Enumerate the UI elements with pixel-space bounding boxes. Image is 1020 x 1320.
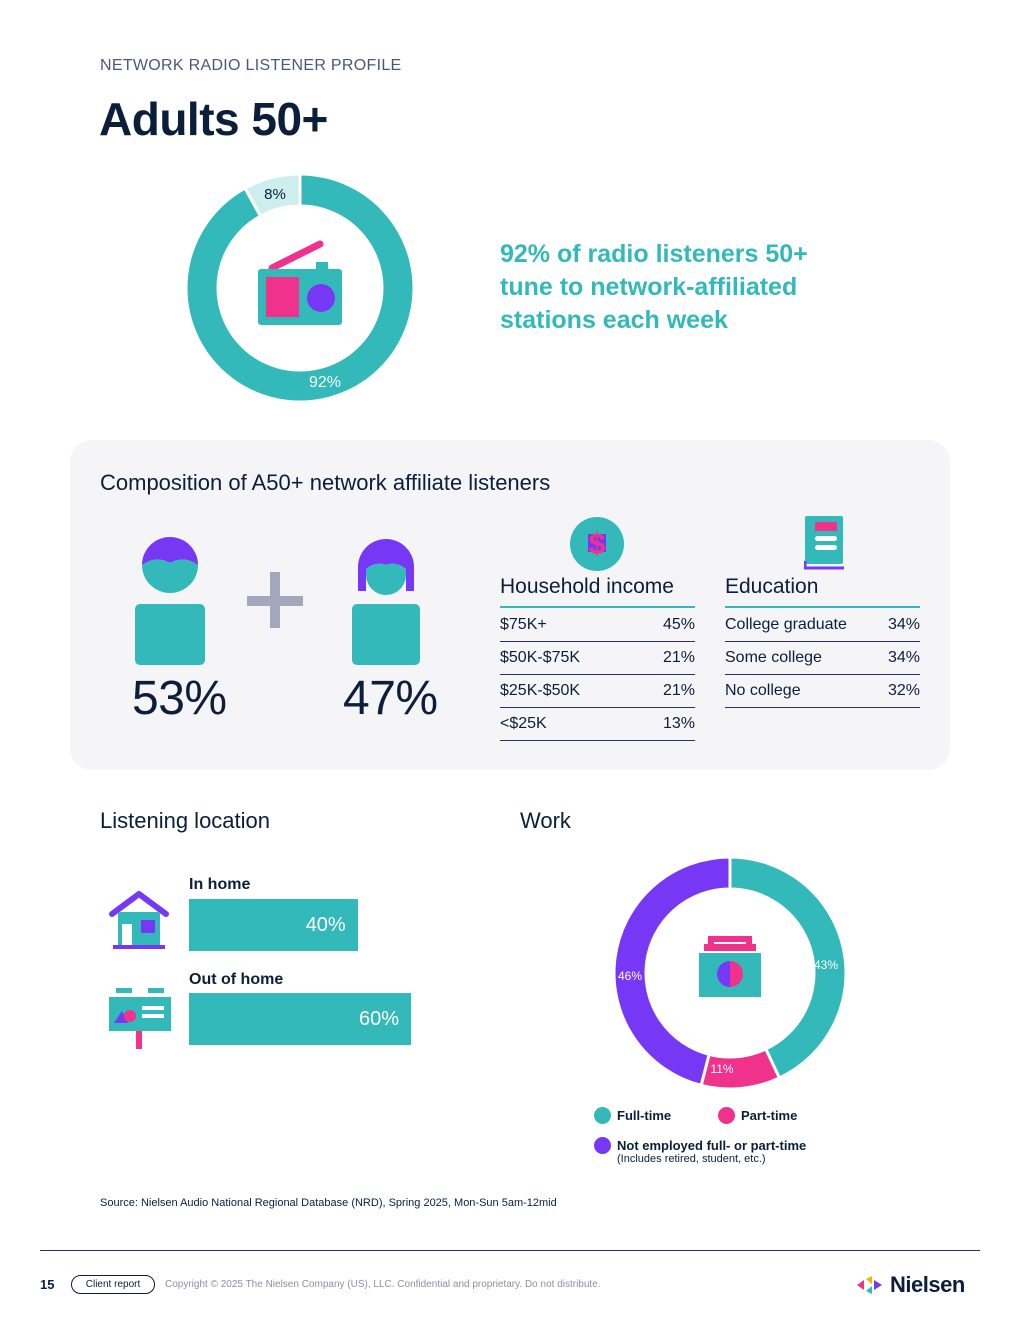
house-icon — [109, 891, 169, 949]
radio-icon — [258, 240, 342, 325]
table-row: No college 32% — [725, 675, 920, 708]
table-row: $50K-$75K 21% — [500, 642, 695, 675]
in-home-label: In home — [189, 876, 251, 893]
legend-fulltime: Full-time — [594, 1107, 671, 1124]
work-slice-2 — [612, 855, 732, 1088]
table-row: $25K-$50K 21% — [500, 675, 695, 708]
table-row: $75K+ 45% — [500, 609, 695, 642]
fulltime-dot — [594, 1107, 611, 1124]
work-notemployed-label: 46% — [618, 969, 642, 983]
work-fulltime-label: 43% — [814, 958, 838, 972]
source-note: Source: Nielsen Audio National Regional … — [100, 1197, 557, 1209]
men-pct: 53% — [132, 672, 227, 725]
reach-affiliated-label: 92% — [309, 374, 341, 391]
svg-text:$: $ — [589, 528, 606, 561]
footer-divider — [40, 1250, 980, 1251]
education-title: Education — [725, 575, 819, 598]
legend-parttime: Part-time — [718, 1107, 797, 1124]
out-home-label: Out of home — [189, 971, 284, 988]
parttime-dot — [718, 1107, 735, 1124]
composition-panel — [70, 440, 950, 770]
copyright: Copyright © 2025 The Nielsen Company (US… — [165, 1279, 601, 1290]
education-table: College graduate 34% Some college 34% No c… — [725, 609, 920, 708]
legend-note: (Includes retired, student, etc.) — [617, 1153, 766, 1165]
reach-other-label: 8% — [264, 186, 286, 203]
work-parttime-label: 11% — [710, 1062, 733, 1076]
table-row: College graduate 34% — [725, 609, 920, 642]
plus-icon-bar — [247, 596, 303, 606]
education-rule — [725, 606, 920, 608]
reach-slice-0 — [184, 172, 416, 404]
in-home-bar: 40% — [189, 899, 358, 951]
out-home-value: 60% — [358, 1007, 399, 1030]
reach-callout: 92% of radio listeners 50+ tune to netwo… — [500, 240, 808, 334]
briefcase-icon — [699, 936, 761, 997]
income-table: $75K+ 45% $50K-$75K 21% $25K-$50K 21% <$25K… — [500, 609, 695, 741]
dollar-icon: $ — [570, 517, 624, 571]
page-number: 15 — [40, 1277, 55, 1292]
work-donut: 43% 11% 46% — [612, 855, 848, 1091]
legend-notemployed: Not employed full- or part-time — [594, 1137, 806, 1154]
notemployed-dot — [594, 1137, 611, 1154]
woman-icon — [352, 539, 420, 665]
nielsen-logo-mark-icon — [857, 1276, 882, 1294]
work-title: Work — [520, 808, 571, 833]
book-icon — [804, 516, 844, 570]
out-home-bar: 60% — [189, 993, 411, 1045]
women-pct: 47% — [343, 672, 438, 725]
page-title: Adults 50+ — [99, 93, 328, 145]
billboard-icon — [109, 988, 171, 1049]
in-home-value: 40% — [305, 913, 346, 936]
reach-slice-1 — [243, 172, 302, 219]
client-report-tag: Client report — [71, 1275, 155, 1294]
work-slice-0 — [728, 855, 848, 1080]
eyebrow: NETWORK RADIO LISTENER PROFILE — [100, 57, 402, 74]
man-icon — [135, 537, 205, 665]
nielsen-logo: Nielsen — [856, 1272, 965, 1298]
income-title: Household income — [500, 575, 674, 598]
table-row: Some college 34% — [725, 642, 920, 675]
nielsen-logo-text: Nielsen — [890, 1272, 965, 1297]
location-title: Listening location — [100, 808, 271, 833]
table-row: <$25K 13% — [500, 708, 695, 741]
reach-donut: 8% 92% — [184, 172, 416, 404]
composition-title: Composition of A50+ network affiliate li… — [100, 470, 551, 495]
income-rule — [500, 606, 695, 608]
